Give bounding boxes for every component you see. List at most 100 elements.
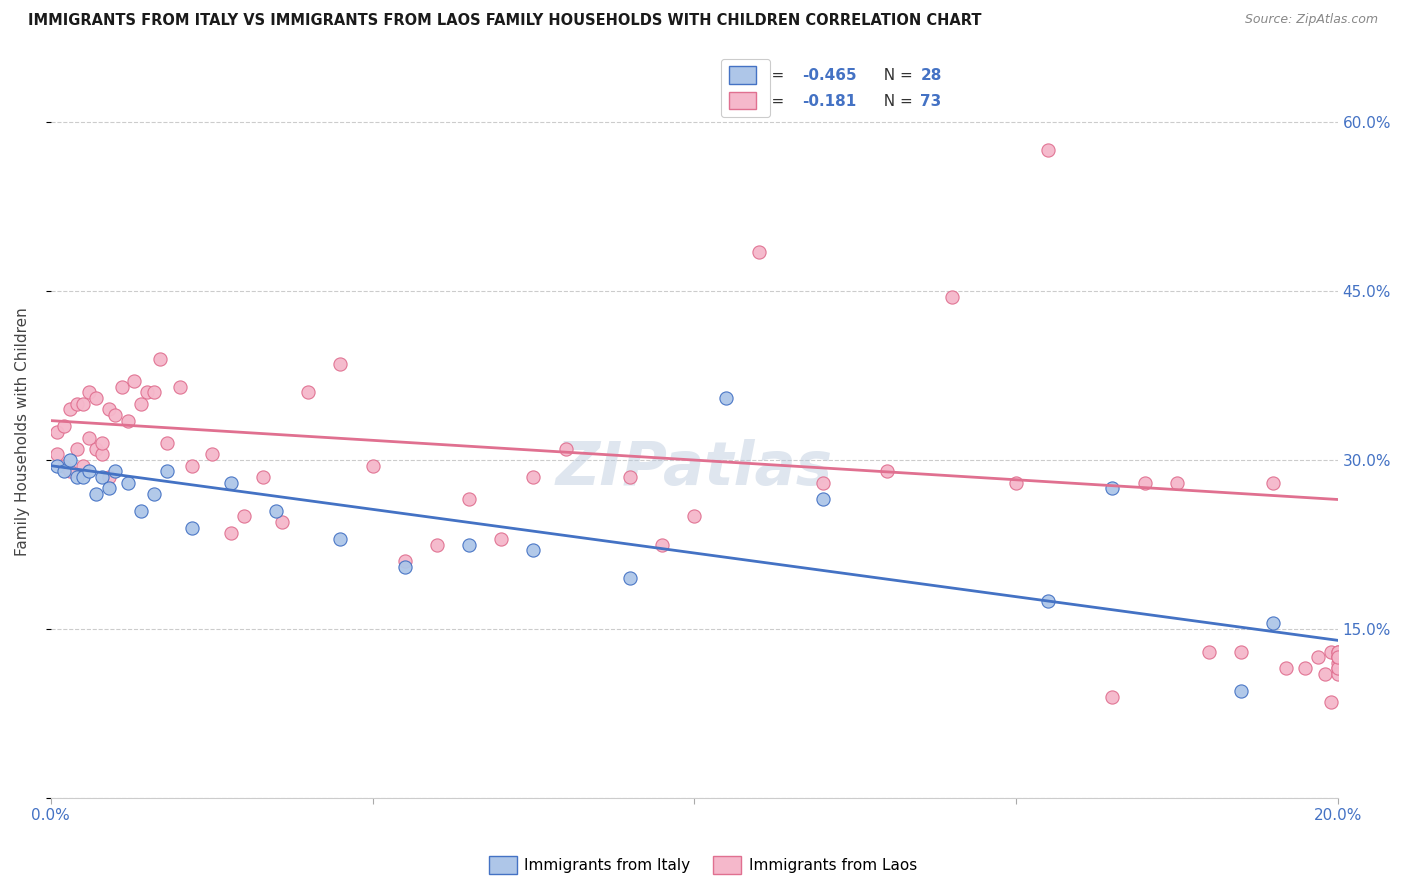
Point (1326, 656, 1348, 670)
Point (458, 537, 481, 551)
Legend: Immigrants from Italy, Immigrants from Laos: Immigrants from Italy, Immigrants from L… (484, 850, 922, 880)
Point (716, 391, 738, 405)
Text: -0.181: -0.181 (801, 94, 856, 109)
Point (181, 458, 204, 473)
Point (156, 436, 179, 450)
Point (84, 487, 107, 501)
Point (79, 385, 101, 400)
Point (181, 521, 204, 535)
Point (72, 458, 94, 473)
Point (1101, 690, 1123, 704)
Point (1294, 661, 1316, 675)
Point (522, 470, 544, 484)
Point (1101, 481, 1123, 495)
Text: 28: 28 (921, 68, 942, 83)
Point (458, 492, 481, 507)
Point (97, 402, 120, 417)
Point (522, 543, 544, 558)
Point (46, 458, 69, 473)
Point (1005, 475, 1028, 490)
Point (1326, 667, 1348, 681)
Point (84, 391, 107, 405)
Point (329, 532, 352, 546)
Point (683, 509, 706, 524)
Point (1036, 143, 1059, 157)
Y-axis label: Family Households with Children: Family Households with Children (15, 308, 30, 557)
Point (252, 470, 274, 484)
Point (169, 380, 191, 394)
Point (1326, 650, 1348, 665)
Point (149, 351, 172, 366)
Point (219, 475, 242, 490)
Legend: , : , (721, 59, 770, 117)
Point (394, 560, 416, 574)
Point (1326, 661, 1348, 675)
Text: R =: R = (756, 94, 789, 109)
Point (1326, 644, 1348, 658)
Point (91, 436, 114, 450)
Point (104, 464, 127, 478)
Point (52, 458, 75, 473)
Point (65, 470, 87, 484)
Point (84, 442, 107, 456)
Point (1263, 616, 1285, 631)
Point (117, 414, 139, 428)
Point (1036, 594, 1059, 608)
Point (156, 464, 179, 478)
Point (1275, 661, 1298, 675)
Point (104, 408, 127, 422)
Point (142, 385, 165, 400)
Point (136, 385, 159, 400)
Point (271, 515, 294, 529)
Point (1326, 650, 1348, 665)
Point (91, 447, 114, 461)
Point (1326, 661, 1348, 675)
Point (129, 397, 152, 411)
Point (426, 537, 449, 551)
Point (619, 571, 641, 585)
Point (79, 430, 101, 444)
Text: -0.465: -0.465 (801, 68, 856, 83)
Point (129, 504, 152, 518)
Point (619, 470, 641, 484)
Point (489, 532, 512, 546)
Point (79, 464, 101, 478)
Point (361, 458, 384, 473)
Point (1313, 667, 1336, 681)
Point (72, 470, 94, 484)
Point (52, 419, 75, 434)
Point (91, 470, 114, 484)
Point (59, 453, 82, 467)
Point (65, 397, 87, 411)
Point (1308, 650, 1330, 665)
Point (1133, 475, 1156, 490)
Point (201, 447, 224, 461)
Point (264, 504, 287, 518)
Text: N =: N = (875, 68, 918, 83)
Point (748, 244, 770, 259)
Point (97, 481, 120, 495)
Point (876, 464, 898, 478)
Point (72, 397, 94, 411)
Point (1320, 695, 1343, 709)
Point (1230, 684, 1253, 698)
Point (941, 290, 963, 304)
Point (142, 487, 165, 501)
Text: IMMIGRANTS FROM ITALY VS IMMIGRANTS FROM LAOS FAMILY HOUSEHOLDS WITH CHILDREN CO: IMMIGRANTS FROM ITALY VS IMMIGRANTS FROM… (28, 13, 981, 29)
Point (1263, 475, 1285, 490)
Point (297, 385, 319, 400)
Point (117, 475, 139, 490)
Point (329, 357, 352, 371)
Point (124, 374, 146, 388)
Point (232, 509, 254, 524)
Point (811, 492, 834, 507)
Text: N =: N = (875, 94, 918, 109)
Point (97, 470, 120, 484)
Point (46, 425, 69, 439)
Point (65, 442, 87, 456)
Point (110, 380, 132, 394)
Point (219, 526, 242, 541)
Point (651, 537, 673, 551)
Text: ZIPatlas: ZIPatlas (555, 439, 832, 498)
Point (811, 475, 834, 490)
